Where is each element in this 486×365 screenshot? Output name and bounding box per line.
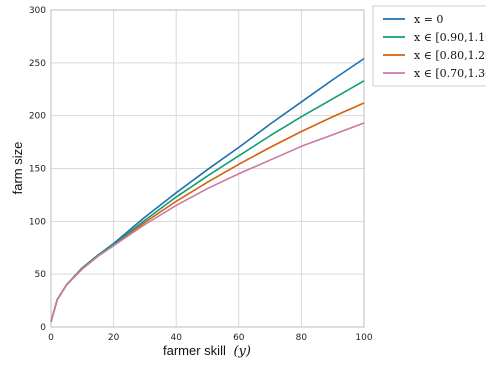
x-tick-label: 100	[355, 333, 372, 343]
legend-label-1: x ∈ [0.90,1.10	[414, 31, 486, 44]
x-tick-label: 20	[108, 333, 120, 343]
x-tick-label: 80	[296, 333, 308, 343]
y-tick-label: 100	[29, 217, 46, 227]
x-tick-label: 0	[48, 333, 54, 343]
x-axis-label-math: (y)	[233, 344, 251, 359]
y-tick-label: 50	[35, 270, 47, 280]
series-line-2	[50, 102, 365, 322]
y-tick-label: 300	[29, 6, 46, 16]
series-line-1	[50, 80, 365, 322]
grid	[50, 9, 365, 328]
series-line-3	[50, 122, 365, 322]
y-axis-label: farm size	[10, 142, 25, 195]
legend-label-2: x ∈ [0.80,1.20	[414, 49, 486, 62]
legend-label-0: x = 0	[414, 13, 443, 26]
y-tick-label: 0	[40, 323, 46, 333]
x-tick-label: 40	[170, 333, 182, 343]
x-tick-label: 60	[233, 333, 245, 343]
plot-frame	[50, 9, 365, 328]
legend: x = 0 x ∈ [0.90,1.10 x ∈ [0.80,1.20 x ∈ [0.…	[372, 5, 486, 87]
x-axis-label: farmer skill (y)	[163, 343, 251, 359]
tick-labels: 0 20 40 60 80 100 0 50 100 150 200 250 300	[29, 6, 373, 343]
series-line-0	[50, 57, 365, 322]
y-tick-label: 200	[29, 112, 46, 122]
x-axis-label-text: farmer skill	[163, 343, 226, 358]
y-tick-label: 250	[29, 59, 46, 69]
series-lines	[50, 57, 365, 322]
legend-label-3: x ∈ [0.70,1.30	[414, 67, 486, 80]
y-tick-label: 150	[29, 165, 46, 175]
